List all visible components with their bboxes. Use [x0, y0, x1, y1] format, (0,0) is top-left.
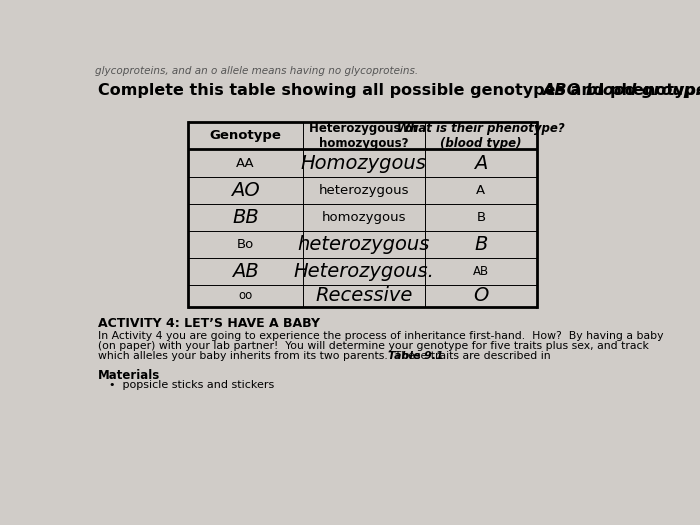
Text: In Activity 4 you are going to experience the process of inheritance first-hand.: In Activity 4 you are going to experienc…: [98, 331, 664, 341]
Text: glycoproteins, and an o allele means having no glycoproteins.: glycoproteins, and an o allele means hav…: [95, 66, 419, 76]
Text: which alleles your baby inherits from its two parents.  These traits are describ: which alleles your baby inherits from it…: [98, 351, 554, 361]
Text: Genotype: Genotype: [210, 129, 281, 142]
Text: A: A: [476, 184, 485, 197]
Text: Table 9.1: Table 9.1: [389, 351, 444, 361]
Text: ABO blood group.: ABO blood group.: [542, 83, 700, 98]
Text: B: B: [474, 235, 487, 254]
Text: Heterozygous or
homozygous?: Heterozygous or homozygous?: [309, 122, 419, 150]
Text: Heterozygous.: Heterozygous.: [293, 262, 434, 281]
Text: Materials: Materials: [98, 369, 160, 382]
Text: What is their phenotype?
(blood type): What is their phenotype? (blood type): [397, 122, 565, 150]
Text: AA: AA: [237, 156, 255, 170]
Text: AB: AB: [473, 265, 489, 278]
Text: Recessive: Recessive: [315, 287, 412, 306]
Text: O: O: [473, 287, 489, 306]
Text: Complete this table showing all possible genotypes and phenotypes for the: Complete this table showing all possible…: [98, 83, 700, 98]
Text: Homozygous: Homozygous: [301, 154, 427, 173]
Text: ACTIVITY 4: LET’S HAVE A BABY: ACTIVITY 4: LET’S HAVE A BABY: [98, 317, 321, 330]
Text: •  popsicle sticks and stickers: • popsicle sticks and stickers: [109, 380, 274, 390]
Text: AB: AB: [232, 262, 259, 281]
Text: (on paper) with your lab partner!  You will determine your genotype for five tra: (on paper) with your lab partner! You wi…: [98, 341, 649, 351]
Text: A: A: [474, 154, 487, 173]
Text: heterozygous: heterozygous: [298, 235, 430, 254]
Text: heterozygous: heterozygous: [318, 184, 409, 197]
Text: AO: AO: [231, 181, 260, 200]
Text: B: B: [476, 211, 485, 224]
Text: Bo: Bo: [237, 238, 254, 251]
Text: oo: oo: [239, 289, 253, 302]
Text: BB: BB: [232, 208, 259, 227]
Text: homozygous: homozygous: [321, 211, 406, 224]
